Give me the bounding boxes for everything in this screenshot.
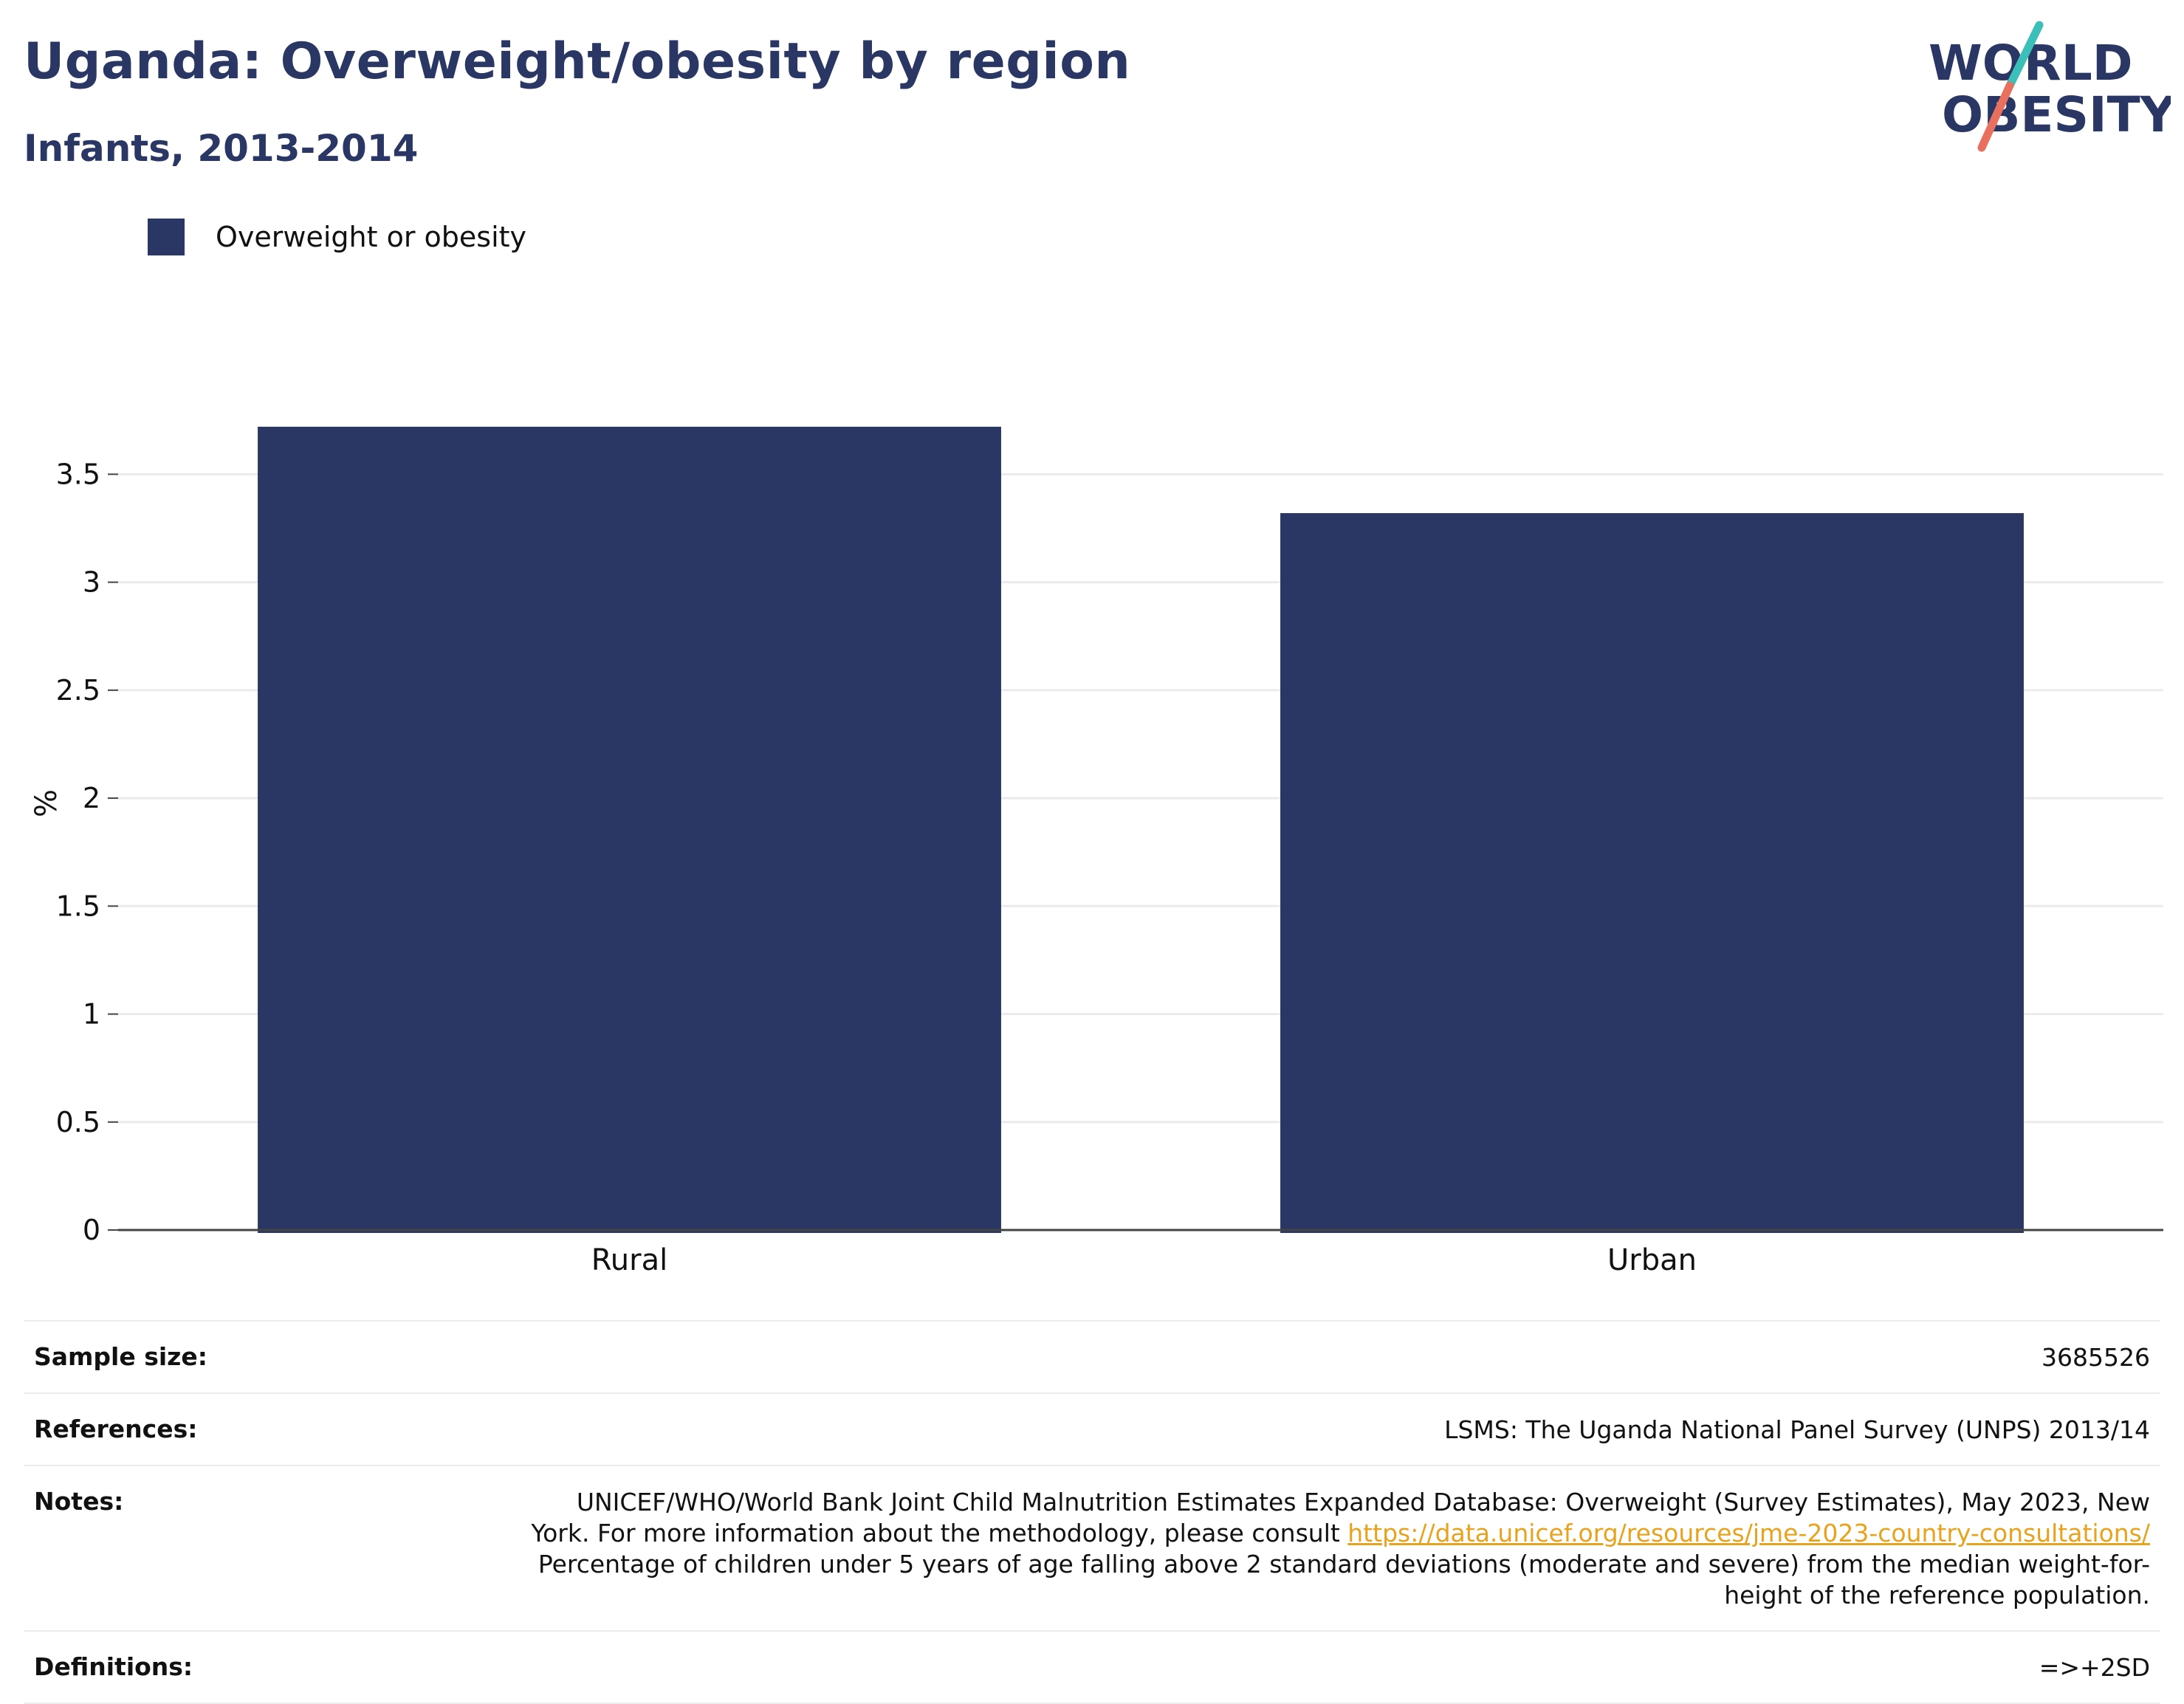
notes-value: UNICEF/WHO/World Bank Joint Child Malnut… [526,1487,2150,1611]
x-tick-label: Urban [1607,1243,1697,1277]
sample-size-value: 3685526 [2042,1343,2150,1372]
chart-title: Uganda: Overweight/obesity by region [24,32,1131,91]
sample-size-row: Sample size: 3685526 [24,1320,2160,1392]
legend-label: Overweight or obesity [216,221,527,253]
sample-size-label: Sample size: [34,1342,207,1371]
y-tick-label: 1 [83,998,100,1031]
references-row: References: LSMS: The Uganda National Pa… [24,1392,2160,1465]
notes-definition-text: Percentage of children under 5 years of … [538,1550,2150,1609]
legend-swatch [148,219,185,255]
bar-chart: 0 0.5 1 1.5 2 2.5 3 3.5 Rural Urban % [30,427,2163,1277]
logo-line2: OBESITY [1942,86,2171,143]
definitions-value: =>+2SD [2039,1653,2150,1682]
notes-label: Notes: [34,1487,124,1516]
y-axis-label: % [30,789,63,817]
references-label: References: [34,1415,198,1443]
bar-rural [258,427,1001,1233]
bar-urban [1280,513,2024,1233]
y-tick-label: 0 [83,1214,100,1246]
axes: 0 0.5 1 1.5 2 2.5 3 3.5 Rural Urban [56,458,2163,1277]
references-value: LSMS: The Uganda National Panel Survey (… [1444,1415,2150,1444]
x-tick-label: Rural [591,1243,667,1277]
y-tick-label: 3 [83,566,100,599]
logo-slash-teal [2005,21,2044,90]
y-tick-label: 2 [83,782,100,814]
notes-row: Notes: UNICEF/WHO/World Bank Joint Child… [24,1465,2160,1630]
y-tick-label: 2.5 [56,674,100,707]
definitions-label: Definitions: [34,1652,193,1681]
bars [258,427,2024,1233]
y-tick-label: 3.5 [56,458,100,490]
notes-link[interactable]: https://data.unicef.org/resources/jme-20… [1347,1519,2150,1547]
definitions-row: Definitions: =>+2SD [24,1630,2160,1704]
chart-subtitle: Infants, 2013-2014 [24,127,419,170]
logo-slash-coral [1977,81,2014,152]
legend: Overweight or obesity [148,219,526,255]
y-tick-label: 1.5 [56,890,100,922]
notes-text: UNICEF/WHO/World Bank Joint Child Malnut… [531,1488,2150,1547]
world-obesity-logo: WORLD OBESITY [1929,21,2171,152]
y-tick-label: 0.5 [56,1106,100,1138]
metadata-table: Sample size: 3685526 References: LSMS: T… [24,1320,2160,1704]
